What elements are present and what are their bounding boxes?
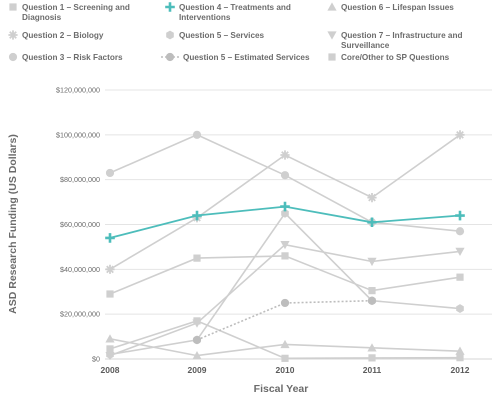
series-question-4-treatments-and-interventions (105, 201, 465, 243)
legend-item-question-5-services: Question 5 – Services (166, 30, 265, 40)
data-point-marker (367, 257, 377, 267)
x-tick-label: 2008 (101, 365, 120, 375)
x-tick-label: 2011 (363, 365, 382, 375)
legend-marker (328, 53, 336, 61)
data-point-marker (280, 240, 290, 250)
data-point-marker (192, 351, 202, 360)
data-point-marker (193, 254, 201, 262)
legend-label: Question 7 – Infrastructure and (341, 31, 462, 40)
y-tick-label: $100,000,000 (56, 130, 100, 139)
legend-label: Question 5 – Services (179, 31, 265, 40)
data-point-marker (367, 193, 377, 203)
y-tick-label: $80,000,000 (60, 175, 100, 184)
legend-marker (8, 52, 18, 62)
data-point-marker (106, 290, 114, 298)
data-point-marker (367, 217, 377, 228)
data-point-marker (192, 130, 202, 139)
series-core-other-to-sp-questions (106, 252, 464, 298)
data-point-marker (280, 201, 290, 212)
data-point-marker (105, 351, 115, 361)
data-point-marker (281, 354, 289, 362)
legend-item-question-3-risk-factors: Question 3 – Risk Factors (8, 52, 123, 62)
data-point-marker (368, 287, 376, 295)
legend-label: Question 3 – Risk Factors (22, 53, 123, 62)
data-point-marker (105, 233, 115, 243)
legend-marker (9, 3, 17, 11)
series-line (109, 255, 461, 295)
data-point-marker (105, 264, 115, 274)
series-question-6-lifespan-issues (105, 334, 465, 360)
legend-label: Surveillance (341, 41, 390, 50)
legend-marker (166, 30, 174, 40)
y-axis-title: ASD Research Funding (US Dollars) (7, 134, 19, 314)
legend-marker (165, 2, 175, 12)
data-point-marker (456, 304, 464, 313)
data-point-marker (280, 150, 290, 160)
legend-marker (327, 2, 337, 11)
legend-item-question-5-estimated-services: Question 5 – Estimated Services (161, 52, 310, 62)
legend-item-core-other-to-sp-questions: Core/Other to SP Questions (328, 53, 450, 62)
data-point-marker (280, 339, 290, 349)
legend-label: Question 2 – Biology (22, 31, 104, 40)
data-point-marker (105, 168, 115, 178)
legend-label: Diagnosis (22, 13, 62, 22)
data-point-marker (281, 252, 289, 260)
data-point-marker (455, 247, 465, 256)
series-line (196, 299, 373, 341)
series-line (109, 320, 461, 360)
data-point-marker (281, 208, 289, 218)
series-question-7-infrastructure-and-surveillance (105, 240, 465, 361)
y-tick-label: $120,000,000 (56, 86, 100, 95)
data-point-marker (280, 171, 290, 180)
data-point-marker (192, 319, 202, 328)
y-tick-label: $60,000,000 (60, 220, 100, 229)
legend: Question 1 – Screening andDiagnosisQuest… (8, 2, 462, 62)
data-point-marker (455, 346, 465, 355)
legend-marker (165, 52, 175, 62)
legend-label: Question 4 – Treatments and (179, 3, 291, 12)
legend-label: Question 1 – Screening and (22, 3, 130, 12)
x-tick-label: 2012 (451, 365, 470, 375)
y-tick-label: $20,000,000 (60, 310, 100, 319)
legend-item-question-6-lifespan-issues: Question 6 – Lifespan Issues (327, 2, 454, 12)
data-point-marker (455, 227, 465, 236)
legend-marker (8, 30, 18, 40)
y-axis: $0 $20,000,000 $40,000,000 $60,000,000 $80,0… (56, 86, 100, 364)
data-point-marker (105, 334, 115, 343)
legend-item-question-7-infrastructure-and-surveillance: Question 7 – Infrastructure andSurveilla… (327, 31, 462, 50)
data-point-marker (456, 273, 464, 281)
legend-marker (327, 31, 337, 40)
data-point-marker (367, 343, 377, 352)
x-axis-title: Fiscal Year (254, 383, 309, 395)
legend-item-question-2-biology: Question 2 – Biology (8, 30, 104, 40)
series-group (105, 130, 465, 362)
series-question-5-estimated-services (192, 296, 377, 345)
y-tick-label: $0 (92, 355, 100, 364)
data-point-marker (455, 130, 465, 140)
data-point-marker (280, 298, 290, 308)
data-point-marker (106, 345, 114, 353)
y-tick-label: $40,000,000 (60, 265, 100, 274)
data-point-marker (192, 335, 202, 345)
data-point-marker (456, 354, 464, 362)
legend-label: Question 5 – Estimated Services (183, 53, 310, 62)
series-line (109, 212, 461, 356)
legend-label: Interventions (179, 13, 231, 22)
data-point-marker (368, 354, 376, 362)
data-point-marker (455, 210, 465, 221)
data-point-marker (192, 210, 202, 221)
legend-label: Question 6 – Lifespan Issues (341, 3, 454, 12)
x-tick-label: 2009 (188, 365, 207, 375)
x-axis: 2008 2009 2010 2011 2012 (101, 365, 470, 375)
series-question-1-screening-and-diagnosis (106, 317, 464, 362)
legend-label: Core/Other to SP Questions (341, 53, 450, 62)
data-point-marker (367, 296, 377, 305)
x-tick-label: 2010 (276, 365, 295, 375)
